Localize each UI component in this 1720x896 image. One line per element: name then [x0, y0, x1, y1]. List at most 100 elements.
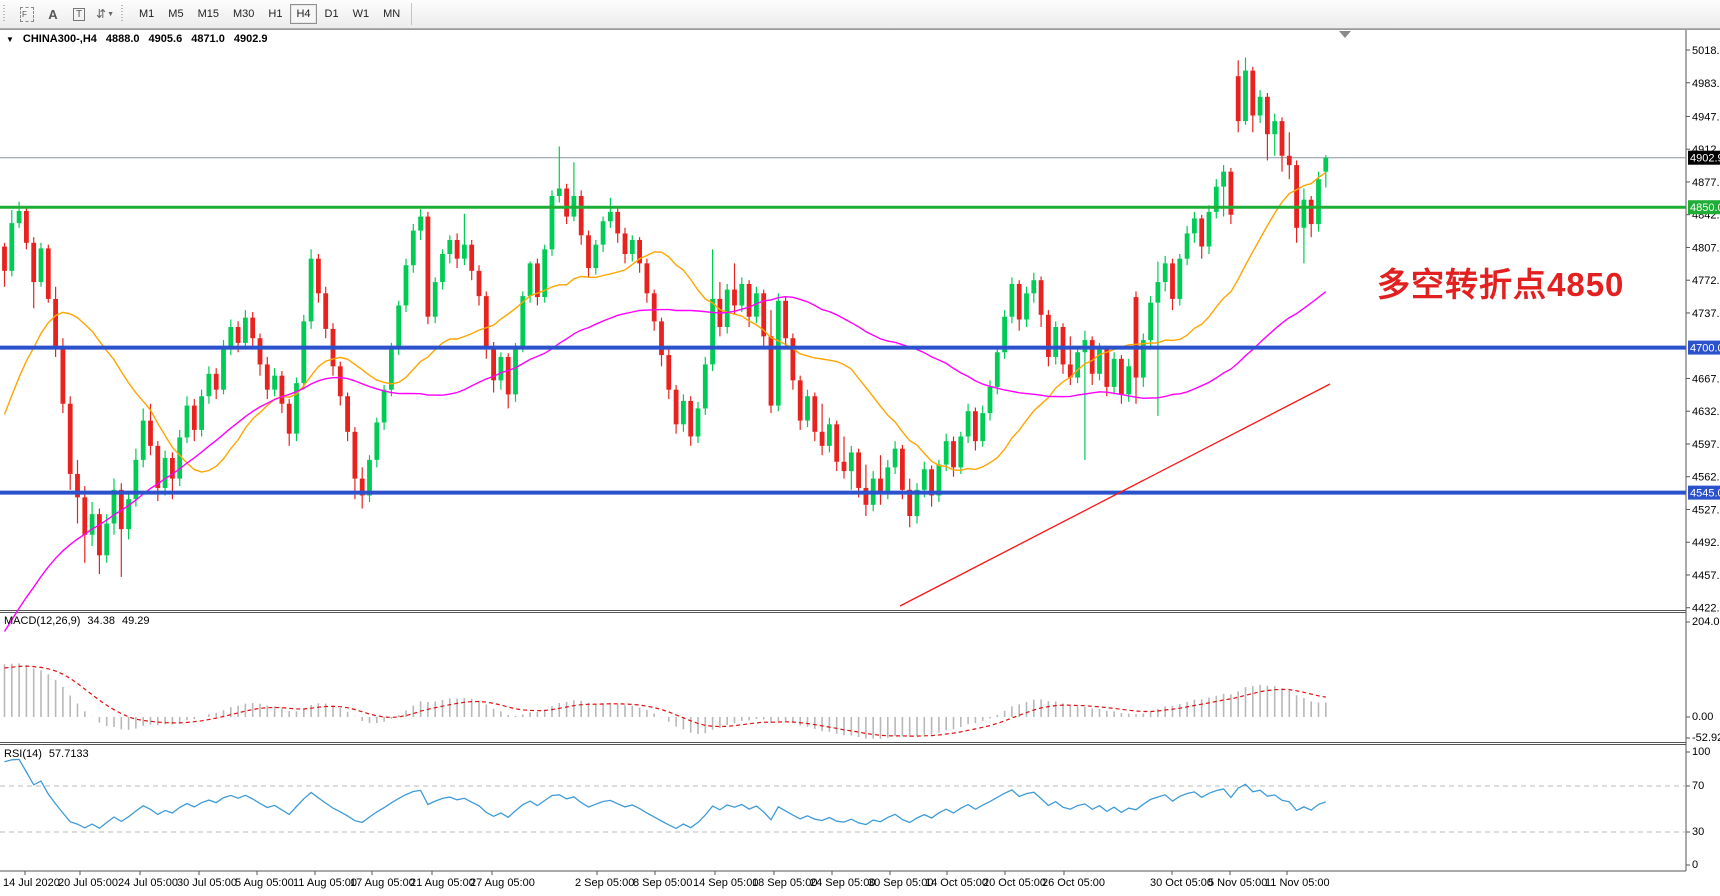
candle [1235, 60, 1241, 133]
candle [140, 408, 146, 468]
candle [177, 429, 183, 487]
candle [440, 249, 445, 290]
timeframe-button-m5[interactable]: M5 [162, 4, 189, 24]
timeframe-button-w1[interactable]: W1 [347, 4, 376, 24]
candle [1257, 90, 1263, 123]
candle-body [228, 326, 234, 348]
candle-body [797, 380, 803, 421]
candle-body [16, 210, 22, 224]
candle-body [155, 445, 161, 488]
candle [9, 210, 15, 277]
candle-body [367, 459, 372, 496]
chart-annotation-text: 多空转折点4850 [1377, 266, 1625, 303]
price-tick-label: 4983.0 [1692, 78, 1720, 90]
candle [622, 227, 628, 264]
candle-body [476, 270, 482, 297]
toolbar: F A T ⇵ ▼ M1 M5 M15 M30 H1 H4 D1 W1 MN [0, 0, 1720, 29]
timeframe-button-h4[interactable]: H4 [290, 4, 317, 24]
macd-panel[interactable] [3, 663, 1327, 739]
candle-body [1140, 340, 1146, 378]
macd-axis-label: 0.00 [1692, 711, 1713, 723]
candle-body [1206, 211, 1212, 247]
candle-body [505, 356, 511, 395]
text-tool-button[interactable]: T [66, 3, 92, 25]
candle [1221, 165, 1226, 217]
candle [469, 239, 475, 281]
marquee-tool-button[interactable]: F [14, 3, 40, 25]
level-price-box [1688, 200, 1720, 215]
date-tick-label: 14 Jul 2020 [3, 877, 60, 889]
candle [462, 213, 467, 266]
rsi-label: RSI(14) 57.7133 [4, 748, 89, 760]
symbol-dropdown-icon[interactable]: ▼ [6, 34, 14, 44]
toolbar-grip[interactable] [121, 5, 127, 23]
candle [819, 403, 825, 456]
candle [491, 341, 496, 393]
candle-body [695, 408, 701, 437]
candle-body [1009, 283, 1015, 317]
candle [294, 377, 299, 442]
symbol-readout[interactable]: ▼ CHINA300-,H4 4888.0 4905.6 4871.0 4902… [6, 33, 268, 45]
candle [637, 237, 642, 273]
candle-body [1257, 96, 1263, 116]
candle-body [24, 210, 29, 243]
candle [359, 467, 365, 509]
candle-body [53, 298, 58, 348]
candle-body [1111, 358, 1117, 387]
candle [848, 445, 854, 490]
ma-slow-line [3, 291, 1327, 632]
candle [783, 296, 788, 348]
cycle-arrows-button[interactable]: ⇵ ▼ [92, 3, 118, 25]
candle-body [1170, 263, 1175, 299]
candle-body [257, 338, 263, 365]
candle [892, 441, 898, 474]
candle [659, 317, 664, 367]
timeframe-button-m15[interactable]: M15 [192, 4, 225, 24]
candle [45, 244, 51, 303]
candle-body [914, 489, 920, 517]
main-price-panel[interactable] [0, 31, 1686, 632]
candle [542, 244, 548, 303]
candle-body [425, 216, 431, 317]
candle [1140, 333, 1146, 387]
candle [250, 312, 256, 348]
candle-body [951, 441, 956, 468]
candle-body [316, 258, 321, 294]
candle [1002, 310, 1007, 359]
macd-name: MACD(12,26,9) [4, 615, 81, 627]
candle-body [294, 383, 299, 434]
price-tick-label: 4562.0 [1692, 472, 1720, 484]
candle-body [374, 422, 380, 460]
candle-body [578, 195, 584, 236]
candle-body [1184, 233, 1190, 259]
price-tick-label: 4632.0 [1692, 406, 1720, 418]
rsi-axis-label: 100 [1692, 746, 1710, 758]
candle [243, 310, 248, 350]
chart-shift-marker-icon[interactable] [1339, 31, 1351, 38]
timeframe-button-h1[interactable]: H1 [262, 4, 288, 24]
timeframe-button-d1[interactable]: D1 [319, 4, 345, 24]
candle-body [82, 497, 88, 535]
date-tick-label: 27 Aug 05:00 [470, 877, 535, 889]
price-tick-label: 5018.0 [1692, 45, 1720, 57]
candle-body [1119, 358, 1124, 395]
candle [556, 146, 562, 203]
text-label-tool-button[interactable]: A [40, 3, 66, 25]
timeframe-button-m30[interactable]: M30 [227, 4, 260, 24]
candle-body [60, 347, 66, 404]
timeframe-button-m1[interactable]: M1 [133, 4, 160, 24]
candle-body [243, 317, 248, 343]
date-tick-label: 5 Aug 05:00 [235, 877, 294, 889]
candle [367, 455, 372, 502]
trendline[interactable] [899, 383, 1331, 607]
candle [900, 444, 905, 500]
candle [67, 396, 73, 490]
timeframe-button-mn[interactable]: MN [377, 4, 406, 24]
toolbar-grip[interactable] [3, 5, 9, 23]
candle-body [768, 336, 774, 406]
candle-body [644, 263, 650, 294]
candle [1265, 93, 1270, 161]
rsi-panel[interactable] [0, 758, 1686, 833]
